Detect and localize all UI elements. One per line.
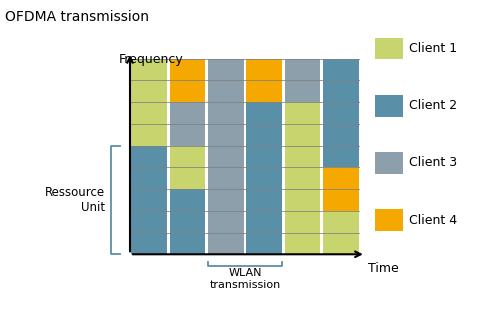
Bar [284, 189, 320, 211]
Text: Time: Time [368, 262, 398, 275]
Text: Client 3: Client 3 [408, 156, 457, 170]
Bar [284, 232, 320, 254]
Bar [246, 167, 282, 189]
Bar [208, 189, 244, 211]
Bar [323, 102, 358, 124]
Bar [208, 102, 244, 124]
Bar [208, 211, 244, 232]
Bar [170, 232, 205, 254]
Bar [132, 81, 167, 102]
Bar [284, 59, 320, 81]
Bar [323, 124, 358, 146]
Bar [132, 102, 167, 124]
Text: Client 1: Client 1 [408, 42, 457, 55]
Bar [246, 102, 282, 124]
Bar [284, 81, 320, 102]
Bar [284, 167, 320, 189]
Bar [170, 146, 205, 167]
Bar [284, 146, 320, 167]
Bar [170, 167, 205, 189]
Bar [246, 124, 282, 146]
Bar [132, 189, 167, 211]
Bar [246, 232, 282, 254]
Bar [246, 211, 282, 232]
Bar [246, 81, 282, 102]
Text: Client 2: Client 2 [408, 99, 457, 112]
Bar [246, 59, 282, 81]
Bar [208, 167, 244, 189]
Text: WLAN
transmission: WLAN transmission [210, 268, 280, 290]
Text: OFDMA transmission: OFDMA transmission [5, 10, 149, 24]
Bar [170, 124, 205, 146]
Bar [323, 146, 358, 167]
Bar [284, 124, 320, 146]
Bar [323, 189, 358, 211]
Bar [284, 102, 320, 124]
Bar [246, 146, 282, 167]
Bar [208, 124, 244, 146]
Bar [170, 189, 205, 211]
Bar [208, 232, 244, 254]
Bar [323, 167, 358, 189]
Bar [208, 81, 244, 102]
Bar [170, 102, 205, 124]
Text: Ressource
Unit: Ressource Unit [45, 186, 105, 214]
Bar [170, 59, 205, 81]
Bar [284, 211, 320, 232]
Bar [323, 59, 358, 81]
Bar [132, 146, 167, 167]
Bar [132, 211, 167, 232]
Bar [323, 211, 358, 232]
Bar [132, 59, 167, 81]
Bar [246, 189, 282, 211]
Text: Frequency: Frequency [118, 53, 183, 66]
Bar [132, 232, 167, 254]
Bar [208, 59, 244, 81]
Bar [323, 81, 358, 102]
Text: Client 4: Client 4 [408, 214, 457, 227]
Bar [170, 81, 205, 102]
Bar [323, 232, 358, 254]
Bar [132, 167, 167, 189]
Bar [170, 211, 205, 232]
Bar [208, 146, 244, 167]
Bar [132, 124, 167, 146]
